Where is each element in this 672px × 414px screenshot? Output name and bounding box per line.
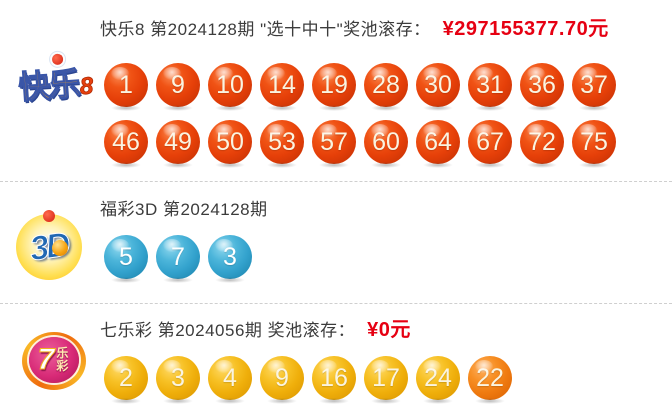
kuaile8-ball-row-1: 1 9 10 14 19 28 30 31 36 37: [104, 63, 616, 111]
lottery-ball: 3: [156, 356, 200, 404]
fucai3d-logo[interactable]: 3D: [16, 210, 82, 280]
lottery-ball: 31: [468, 63, 512, 111]
section-divider: [0, 303, 672, 304]
qilecai-logo-digit: 7: [37, 343, 55, 377]
kuaile8-logo[interactable]: 快乐8: [8, 53, 104, 117]
qilecai-title: 七乐彩 第2024056期 奖池滚存： ¥0元: [100, 313, 411, 342]
lottery-ball: 5: [104, 235, 148, 283]
lottery-ball: 9: [156, 63, 200, 111]
knot-icon: [43, 210, 55, 222]
knot-icon: [51, 53, 64, 66]
lottery-ball: 49: [156, 120, 200, 168]
kuaile8-ball-row-2: 46 49 50 53 57 60 64 67 72 75: [104, 120, 616, 168]
fucai3d-title: 福彩3D 第2024128期: [100, 195, 268, 220]
orb-icon: [52, 240, 68, 256]
lottery-ball: 67: [468, 120, 512, 168]
kuaile8-jackpot-amount: ¥297155377.70元: [442, 18, 609, 40]
lottery-ball: 46: [104, 120, 148, 168]
lottery-ball: 37: [572, 63, 616, 111]
lottery-ball: 60: [364, 120, 408, 168]
lottery-ball: 30: [416, 63, 460, 111]
lottery-ball: 16: [312, 356, 356, 404]
section-divider: [0, 181, 672, 182]
lottery-ball: 64: [416, 120, 460, 168]
lottery-ball: 10: [208, 63, 252, 111]
lottery-ball: 7: [156, 235, 200, 283]
qilecai-logo-core: 7 乐彩: [29, 337, 79, 383]
qilecai-logo-suffix: 乐彩: [56, 346, 69, 373]
lottery-ball: 4: [208, 356, 252, 404]
qilecai-title-text: 七乐彩 第2024056期 奖池滚存：: [100, 321, 356, 340]
lottery-ball: 19: [312, 63, 356, 111]
kuaile8-logo-text: 快乐: [17, 65, 81, 106]
kuaile8-logo-eight: 8: [78, 72, 95, 101]
lottery-ball: 24: [416, 356, 460, 404]
lottery-ball: 1: [104, 63, 148, 111]
lottery-ball: 14: [260, 63, 304, 111]
lottery-ball: 9: [260, 356, 304, 404]
qilecai-logo[interactable]: 7 乐彩: [22, 332, 86, 390]
lottery-ball: 75: [572, 120, 616, 168]
qilecai-ball-row: 2 3 4 9 16 17 24 22: [104, 356, 512, 404]
lottery-ball: 22: [468, 356, 512, 404]
kuaile8-title-text: 快乐8 第2024128期 "选十中十"奖池滚存：: [100, 20, 431, 39]
qilecai-normal-balls: 2 3 4 9 16 17 24: [104, 356, 460, 404]
lottery-ball: 2: [104, 356, 148, 404]
lottery-ball: 3: [208, 235, 252, 283]
lottery-ball: 50: [208, 120, 252, 168]
lottery-ball: 36: [520, 63, 564, 111]
lottery-ball: 28: [364, 63, 408, 111]
qilecai-jackpot-amount: ¥0元: [367, 319, 411, 341]
qilecai-special-balls: 22: [468, 356, 512, 404]
fucai3d-title-text: 福彩3D 第2024128期: [100, 200, 268, 219]
lottery-ball: 17: [364, 356, 408, 404]
lottery-ball: 53: [260, 120, 304, 168]
lottery-ball: 72: [520, 120, 564, 168]
lottery-ball: 57: [312, 120, 356, 168]
kuaile8-title: 快乐8 第2024128期 "选十中十"奖池滚存： ¥297155377.70元: [100, 12, 609, 41]
